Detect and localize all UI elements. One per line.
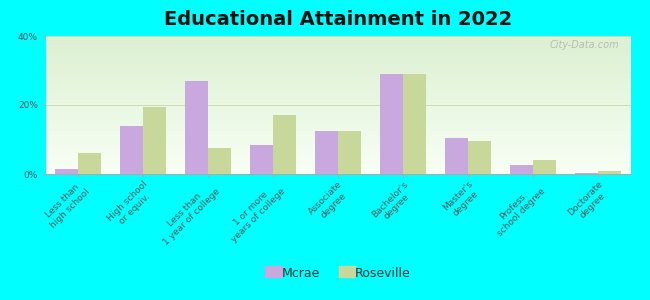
Bar <box>533 160 556 174</box>
Bar <box>250 145 273 174</box>
Title: Educational Attainment in 2022: Educational Attainment in 2022 <box>164 10 512 29</box>
Bar <box>78 153 101 174</box>
Bar <box>403 74 426 174</box>
Bar <box>208 148 231 174</box>
Text: City-Data.com: City-Data.com <box>549 40 619 50</box>
Bar <box>445 138 468 174</box>
Legend: Mcrae, Roseville: Mcrae, Roseville <box>260 262 416 285</box>
Bar <box>510 165 533 174</box>
Bar <box>55 169 78 174</box>
Bar <box>468 141 491 174</box>
Bar <box>185 81 208 174</box>
Bar <box>315 131 338 174</box>
Bar <box>575 173 598 174</box>
Bar <box>598 170 621 174</box>
Bar <box>273 115 296 174</box>
Bar <box>143 107 166 174</box>
Bar <box>120 126 143 174</box>
Bar <box>380 74 403 174</box>
Bar <box>338 131 361 174</box>
